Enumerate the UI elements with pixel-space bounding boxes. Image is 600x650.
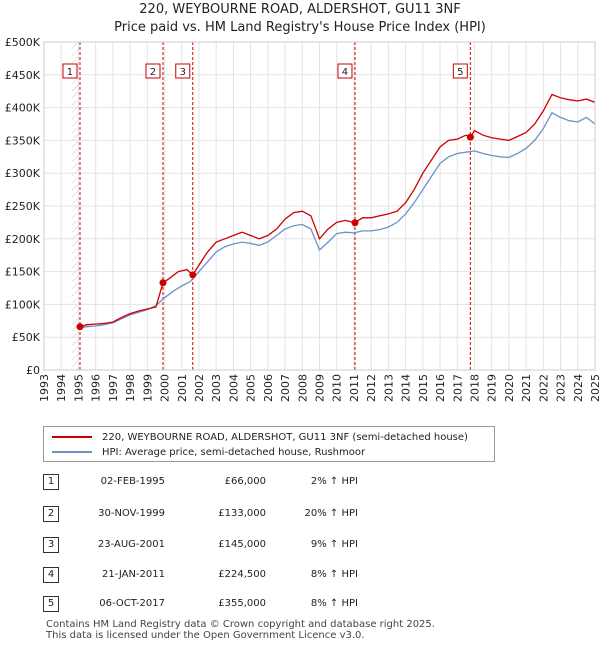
x-tick-label: 2013 bbox=[382, 374, 395, 402]
sale-label-box bbox=[452, 63, 468, 79]
transaction-price: £224,500 bbox=[218, 569, 266, 580]
transaction-number: 1 bbox=[43, 474, 59, 490]
transaction-price: £66,000 bbox=[224, 476, 266, 487]
sale-marker bbox=[466, 133, 474, 141]
x-tick-label: 1996 bbox=[90, 374, 103, 402]
y-tick-label: £450K bbox=[5, 69, 41, 82]
table-row: 2 30-NOV-1999 £133,000 20% ↑ HPI bbox=[0, 506, 600, 524]
transaction-price: £133,000 bbox=[218, 508, 266, 519]
sale-label-number: 5 bbox=[457, 67, 463, 78]
legend-swatch-property bbox=[52, 436, 92, 438]
x-tick-label: 2022 bbox=[537, 374, 550, 402]
legend: 220, WEYBOURNE ROAD, ALDERSHOT, GU11 3NF… bbox=[43, 426, 495, 462]
sale-label-number: 2 bbox=[150, 67, 156, 78]
y-tick-label: £350K bbox=[5, 134, 41, 147]
transaction-date: 23-AUG-2001 bbox=[97, 539, 165, 550]
y-tick-label: £500K bbox=[5, 36, 41, 49]
chart-title-line2: Price paid vs. HM Land Registry's House … bbox=[114, 20, 486, 35]
transaction-number: 2 bbox=[43, 506, 59, 522]
x-tick-label: 2021 bbox=[520, 374, 533, 402]
footer-licence: This data is licensed under the Open Gov… bbox=[46, 630, 365, 641]
x-tick-label: 1993 bbox=[38, 374, 51, 402]
chart-title-line1: 220, WEYBOURNE ROAD, ALDERSHOT, GU11 3NF bbox=[139, 2, 461, 17]
legend-item-hpi: HPI: Average price, semi-detached house,… bbox=[52, 445, 365, 459]
x-tick-label: 2000 bbox=[159, 374, 172, 402]
y-tick-label: £0 bbox=[26, 364, 40, 377]
x-tick-label: 1994 bbox=[55, 374, 68, 402]
y-tick-label: £250K bbox=[5, 200, 41, 213]
transaction-number: 4 bbox=[43, 567, 59, 583]
legend-item-property: 220, WEYBOURNE ROAD, ALDERSHOT, GU11 3NF… bbox=[52, 430, 468, 444]
y-tick-label: £300K bbox=[5, 167, 41, 180]
x-tick-label: 2004 bbox=[227, 374, 240, 402]
x-tick-label: 1997 bbox=[107, 374, 120, 402]
transaction-date: 21-JAN-2011 bbox=[101, 569, 165, 580]
sale-marker bbox=[76, 323, 84, 331]
x-tick-label: 2014 bbox=[400, 374, 413, 402]
x-tick-label: 2024 bbox=[572, 374, 585, 402]
sale-label-number: 4 bbox=[342, 67, 348, 78]
y-tick-label: £150K bbox=[5, 266, 41, 279]
transaction-number: 5 bbox=[43, 596, 59, 612]
table-row: 3 23-AUG-2001 £145,000 9% ↑ HPI bbox=[0, 537, 600, 555]
transaction-date: 02-FEB-1995 bbox=[100, 476, 165, 487]
x-tick-label: 1999 bbox=[141, 374, 154, 402]
table-row: 4 21-JAN-2011 £224,500 8% ↑ HPI bbox=[0, 567, 600, 585]
sale-label-number: 3 bbox=[180, 67, 186, 78]
x-tick-label: 2005 bbox=[245, 374, 258, 402]
transaction-price: £355,000 bbox=[218, 598, 266, 609]
x-tick-label: 2018 bbox=[468, 374, 481, 402]
sale-label-box bbox=[145, 63, 161, 79]
x-tick-label: 2019 bbox=[486, 374, 499, 402]
x-tick-label: 2007 bbox=[279, 374, 292, 402]
footer: Contains HM Land Registry data © Crown c… bbox=[46, 619, 435, 641]
x-tick-label: 1998 bbox=[124, 374, 137, 402]
x-tick-label: 2023 bbox=[555, 374, 568, 402]
legend-swatch-hpi bbox=[52, 451, 92, 453]
x-tick-label: 2010 bbox=[331, 374, 344, 402]
price-chart: 1 2 3 4 5 £0 £50K £100K £150K £200K £250K £300K £35… bbox=[5, 36, 600, 402]
legend-label-hpi: HPI: Average price, semi-detached house,… bbox=[102, 446, 366, 458]
transaction-price: £145,000 bbox=[218, 539, 266, 550]
y-tick-label: £100K bbox=[5, 298, 41, 311]
transaction-hpi-diff: 20% ↑ HPI bbox=[304, 508, 358, 519]
hpi-line bbox=[78, 111, 596, 329]
x-tick-label: 2011 bbox=[348, 374, 361, 402]
y-tick-label: £50K bbox=[12, 331, 41, 344]
transaction-hpi-diff: 8% ↑ HPI bbox=[310, 598, 358, 609]
sale-label-box bbox=[337, 63, 353, 79]
footer-copyright: Contains HM Land Registry data © Crown c… bbox=[46, 619, 435, 630]
x-tick-label: 2008 bbox=[296, 374, 309, 402]
plot-border bbox=[43, 41, 596, 371]
sale-marker bbox=[189, 271, 197, 279]
x-tick-label: 2020 bbox=[503, 374, 516, 402]
transaction-hpi-diff: 8% ↑ HPI bbox=[310, 569, 358, 580]
transaction-date: 30-NOV-1999 bbox=[98, 508, 165, 519]
sale-marker bbox=[351, 219, 359, 227]
transaction-hpi-diff: 9% ↑ HPI bbox=[310, 539, 358, 550]
table-row: 5 06-OCT-2017 £355,000 8% ↑ HPI bbox=[0, 596, 600, 614]
x-tick-label: 2015 bbox=[417, 374, 430, 402]
sale-label-box bbox=[62, 63, 78, 79]
transaction-number: 3 bbox=[43, 537, 59, 553]
sale-marker bbox=[159, 279, 167, 287]
y-tick-label: £200K bbox=[5, 233, 41, 246]
legend-label-property: 220, WEYBOURNE ROAD, ALDERSHOT, GU11 3NF… bbox=[102, 431, 468, 443]
x-tick-label: 2006 bbox=[262, 374, 275, 402]
y-tick-label: £400K bbox=[5, 102, 41, 115]
x-tick-label: 2016 bbox=[434, 374, 447, 402]
sale-label-number: 1 bbox=[67, 67, 73, 78]
sale-label-box bbox=[175, 63, 191, 79]
x-tick-label: 2012 bbox=[365, 374, 378, 402]
x-tick-label: 2009 bbox=[314, 374, 327, 402]
x-tick-label: 2025 bbox=[589, 374, 600, 402]
x-tick-label: 2001 bbox=[176, 374, 189, 402]
x-tick-label: 2017 bbox=[451, 374, 464, 402]
x-tick-label: 2003 bbox=[210, 374, 223, 402]
x-tick-label: 1995 bbox=[72, 374, 85, 402]
transaction-hpi-diff: 2% ↑ HPI bbox=[310, 476, 358, 487]
x-tick-label: 2002 bbox=[193, 374, 206, 402]
transaction-date: 06-OCT-2017 bbox=[99, 598, 165, 609]
table-row: 1 02-FEB-1995 £66,000 2% ↑ HPI bbox=[0, 474, 600, 492]
